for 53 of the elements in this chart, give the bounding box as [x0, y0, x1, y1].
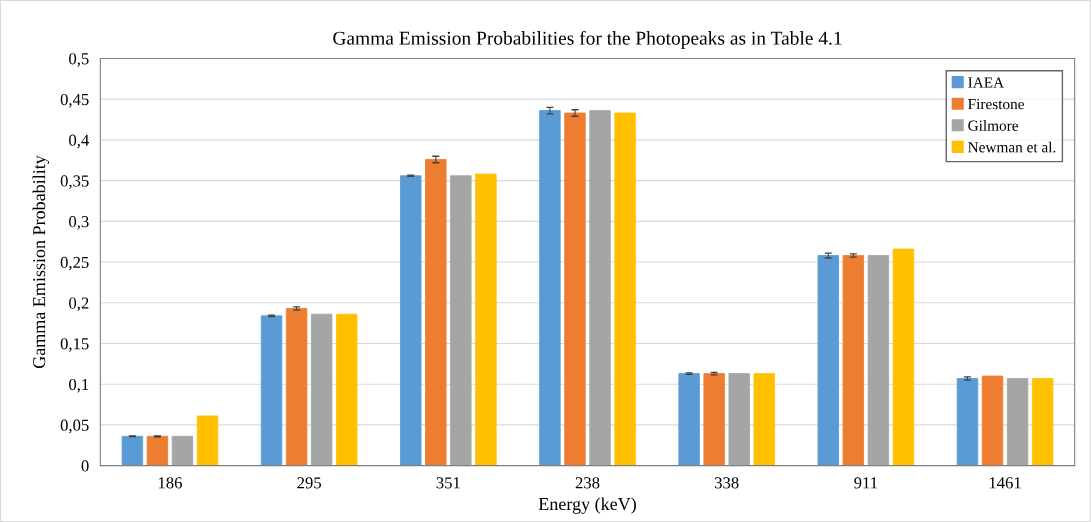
- bar: [678, 373, 700, 466]
- bar: [589, 110, 611, 466]
- y-tick-label: 0,1: [69, 378, 89, 393]
- x-tick-label: 911: [854, 477, 878, 489]
- y-tick-label: 0: [81, 460, 89, 472]
- bar: [614, 112, 636, 466]
- bar: [336, 313, 358, 466]
- x-tick-label: 238: [575, 477, 600, 489]
- bar: [1006, 378, 1029, 466]
- chart-title: Gamma Emission Probabilities for the Photopeaks as in Table 4.1: [333, 30, 842, 49]
- bar: [475, 173, 497, 466]
- bar: [285, 308, 308, 466]
- bar: [196, 415, 219, 466]
- x-tick-label: 351: [436, 477, 460, 489]
- y-tick-label: 0,25: [60, 256, 89, 271]
- bar: [1031, 378, 1054, 466]
- bar: [121, 435, 144, 466]
- legend-label: Firestone: [968, 98, 1024, 110]
- y-tick-label: 0,3: [69, 216, 89, 230]
- y-tick-label: 0,45: [60, 93, 89, 108]
- bar: [703, 373, 725, 466]
- bar: [817, 255, 839, 466]
- y-axis-title: Gamma Emission Probability: [32, 155, 49, 369]
- bar: [842, 255, 865, 466]
- x-axis-title: Energy (keV): [538, 497, 636, 514]
- y-tick-label: 0,05: [60, 419, 89, 434]
- x-tick-label: 295: [297, 477, 321, 489]
- bar: [310, 313, 333, 466]
- bar: [753, 373, 775, 466]
- bar: [981, 375, 1004, 466]
- y-tick-label: 0,2: [69, 297, 89, 312]
- bar: [260, 315, 283, 466]
- x-tick-label: 186: [158, 477, 182, 489]
- bar: [450, 175, 472, 466]
- bar: [539, 110, 561, 466]
- x-tick-label: 338: [714, 477, 739, 489]
- bar: [171, 435, 194, 466]
- legend-label: IAEA: [968, 77, 1005, 88]
- bar: [728, 373, 750, 466]
- legend-label: Newman et al.: [968, 141, 1056, 153]
- legend-label: Gilmore: [968, 120, 1019, 131]
- y-tick-label: 0,4: [69, 134, 89, 149]
- bar: [400, 175, 422, 466]
- bar: [146, 435, 169, 466]
- bar: [425, 159, 447, 466]
- bar: [564, 112, 586, 466]
- y-tick-label: 0,35: [60, 175, 89, 189]
- y-tick-label: 0,5: [69, 53, 89, 67]
- bar: [956, 378, 979, 466]
- bar: [892, 248, 915, 466]
- bar: [867, 255, 890, 466]
- x-tick-label: 1461: [989, 477, 1021, 489]
- y-tick-label: 0,15: [60, 338, 89, 352]
